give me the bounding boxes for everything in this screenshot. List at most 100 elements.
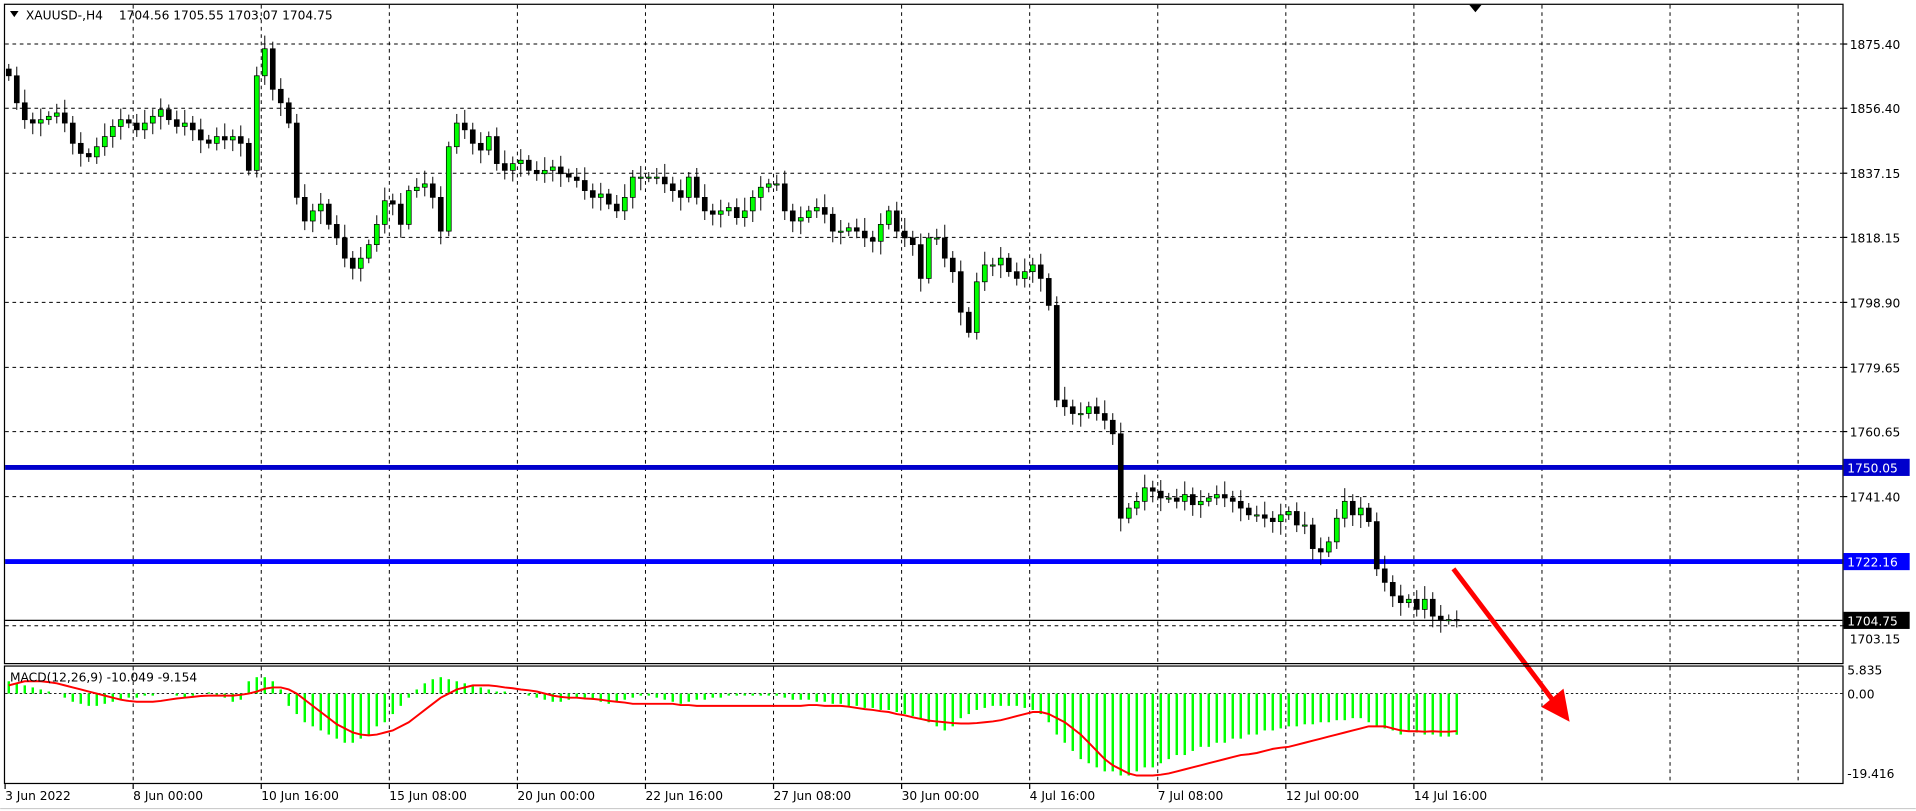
candle-body xyxy=(805,210,812,218)
candle-body xyxy=(597,193,604,198)
candle xyxy=(645,172,652,183)
main-panel-border xyxy=(3,3,1844,665)
chart-shift-marker-icon[interactable] xyxy=(1469,4,1482,13)
candle-body xyxy=(741,210,748,218)
candle xyxy=(261,35,268,85)
candle-body xyxy=(925,237,932,279)
candle xyxy=(957,260,964,326)
candle-body xyxy=(293,122,300,198)
candle xyxy=(269,41,276,101)
candle xyxy=(1405,594,1412,608)
price-label: 1779.65 xyxy=(1850,361,1901,375)
candle xyxy=(525,155,532,176)
candle xyxy=(589,183,596,209)
candle-body xyxy=(197,129,204,141)
candle xyxy=(877,213,884,255)
candle-body xyxy=(677,190,684,198)
candle-body xyxy=(709,210,716,215)
candle xyxy=(461,109,468,139)
candle-body xyxy=(1093,406,1100,414)
candle-body xyxy=(77,142,84,154)
symbol-timeframe: XAUUSD-,H4 xyxy=(26,9,103,23)
candle xyxy=(1445,614,1452,625)
candle-body xyxy=(1445,619,1452,622)
candle xyxy=(701,184,708,220)
candle xyxy=(637,165,644,191)
red-arrow-annotation[interactable] xyxy=(1451,567,1570,722)
candle-body xyxy=(541,169,548,175)
candle xyxy=(485,131,492,156)
candle-body xyxy=(565,173,572,178)
candle-body xyxy=(1141,487,1148,502)
candle xyxy=(245,138,252,176)
price-axis[interactable]: 1875.40 1856.40 1837.15 1818.15 1798.90 1779.… xyxy=(1842,38,1910,781)
candle-body xyxy=(757,186,764,198)
candle xyxy=(325,199,332,230)
candle-body xyxy=(941,237,948,259)
candle-body xyxy=(813,207,820,212)
candle-body xyxy=(189,122,196,131)
candle-body xyxy=(1301,524,1308,527)
candle-body xyxy=(1333,517,1340,543)
candle xyxy=(429,176,436,209)
candle xyxy=(437,186,444,245)
candle-body xyxy=(405,190,412,225)
candle xyxy=(445,141,452,237)
candle xyxy=(1093,397,1100,421)
candle-body xyxy=(781,183,788,212)
candle-body xyxy=(245,142,252,171)
candle-body xyxy=(861,230,868,239)
candle xyxy=(469,122,476,155)
candle xyxy=(413,178,420,198)
candle xyxy=(989,257,996,277)
candle-body xyxy=(1357,507,1364,516)
candle-body xyxy=(269,48,276,90)
candle xyxy=(973,272,980,340)
candle xyxy=(573,167,580,188)
candle-body xyxy=(53,112,60,117)
candle xyxy=(845,222,852,237)
candle xyxy=(1165,492,1172,504)
candle-body xyxy=(605,193,612,205)
candle-body xyxy=(573,176,580,181)
candle-body xyxy=(1061,399,1068,408)
time-axis[interactable]: 3 Jun 2022 8 Jun 00:00 10 Jun 16:00 15 Jun … xyxy=(4,784,1487,803)
macd-signal-line xyxy=(8,680,1457,777)
candle-body xyxy=(933,237,940,240)
candle xyxy=(1221,481,1228,508)
candle-body xyxy=(1173,497,1180,502)
candle-body xyxy=(261,48,268,77)
candle-body xyxy=(765,183,772,188)
candle xyxy=(61,99,68,133)
candle-body xyxy=(525,159,532,171)
candle xyxy=(1109,413,1116,445)
candle xyxy=(309,203,316,233)
price-label: 1760.65 xyxy=(1850,425,1901,439)
candle xyxy=(293,113,300,205)
candle xyxy=(109,119,116,148)
candle xyxy=(37,108,44,137)
candle-body xyxy=(277,88,284,104)
candle-body xyxy=(1261,514,1268,519)
candle xyxy=(597,182,604,211)
candle xyxy=(181,109,188,136)
candle xyxy=(1397,584,1404,616)
candle xyxy=(861,217,868,248)
candle xyxy=(221,123,228,150)
candle-body xyxy=(373,224,380,246)
candle-body xyxy=(581,180,588,191)
horizontal-levels[interactable] xyxy=(5,464,1843,621)
level-label-box xyxy=(1843,458,1910,476)
candle-body xyxy=(341,237,348,259)
candle-body xyxy=(501,163,508,171)
triangle-down-icon[interactable] xyxy=(9,11,19,18)
candle-body xyxy=(325,203,332,225)
candle xyxy=(1277,503,1284,535)
candle xyxy=(141,109,148,139)
candle-body xyxy=(949,257,956,273)
candle xyxy=(1453,610,1460,628)
candle-body xyxy=(149,115,156,124)
candle-body xyxy=(469,129,476,144)
level-label: 1750.05 xyxy=(1847,461,1898,475)
